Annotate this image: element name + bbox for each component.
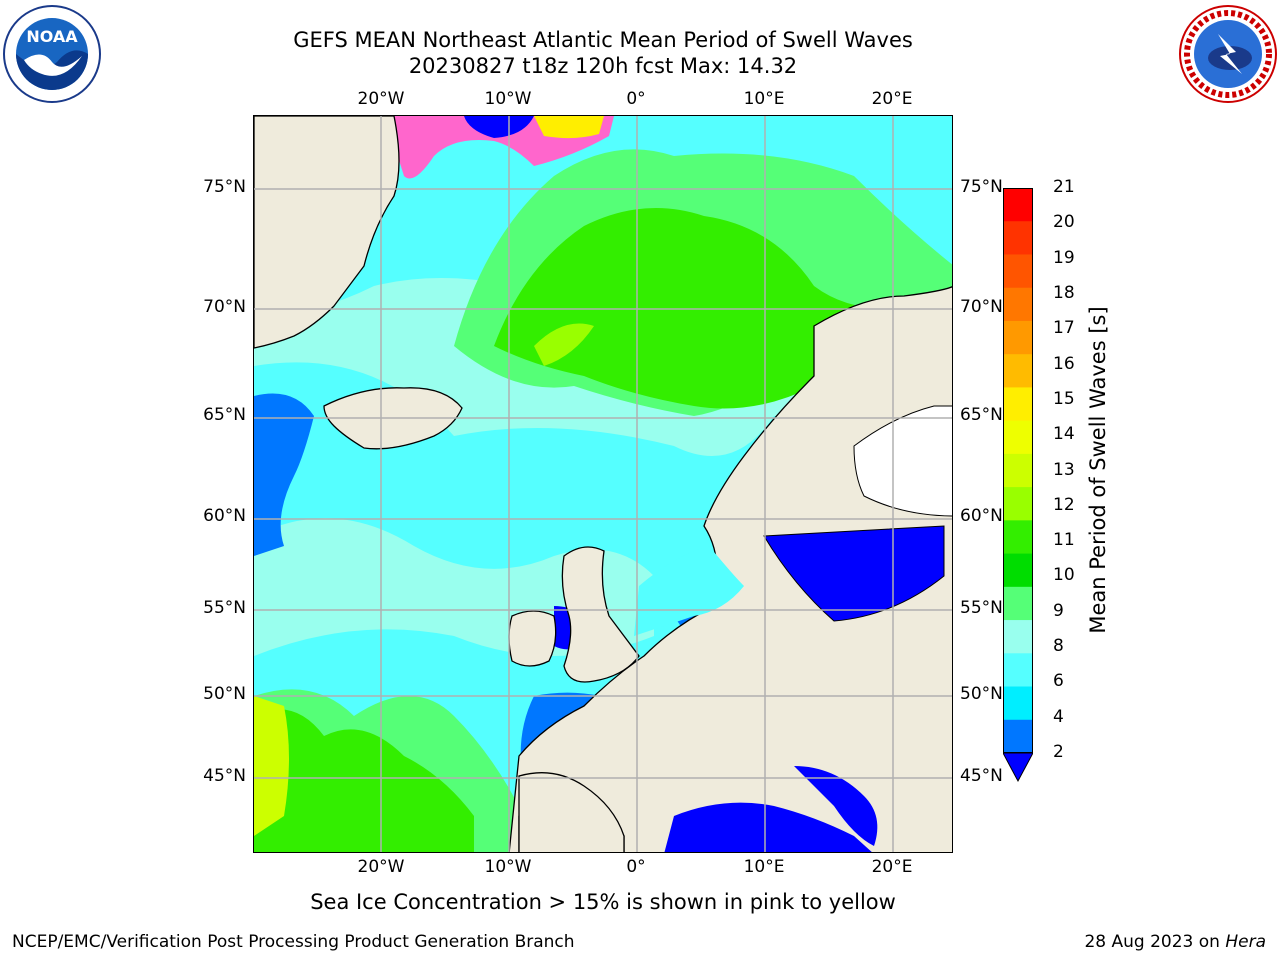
- north-sea: [634, 546, 744, 636]
- lat-label-right: 75°N: [960, 177, 1003, 197]
- land-greenland: [254, 116, 400, 349]
- colorbar-segment: [1003, 719, 1033, 754]
- colorbar-segment: [1003, 620, 1033, 654]
- swell-zone-2-4: [254, 393, 314, 556]
- colorbar-extend-arrow: [1003, 752, 1033, 783]
- colorbar: [1003, 188, 1033, 783]
- colorbar-tick-label: 6: [1053, 671, 1064, 692]
- lat-label-left: 70°N: [203, 297, 246, 317]
- lon-label-top: 10°E: [743, 89, 785, 109]
- lon-label-bottom: 10°E: [743, 857, 785, 877]
- lat-label-right: 65°N: [960, 405, 1003, 425]
- lon-label-top: 0°: [626, 89, 646, 109]
- colorbar-segment: [1003, 320, 1033, 355]
- colorbar-segment: [1003, 487, 1033, 521]
- colorbar-tick-label: 21: [1053, 177, 1075, 197]
- colorbar-segment: [1003, 354, 1033, 388]
- colorbar-tick-label: 19: [1053, 247, 1075, 268]
- colorbar-tick-label: 18: [1053, 282, 1075, 303]
- land-europe: [508, 286, 952, 852]
- colorbar-frame: [1003, 188, 1033, 753]
- colorbar-tick-label: 13: [1053, 459, 1075, 480]
- colorbar-segment: [1003, 387, 1033, 422]
- swell-zone-10-11: [254, 709, 474, 852]
- gulf-of-bothnia: [853, 405, 952, 517]
- sea-ice-note: Sea Ice Concentration > 15% is shown in …: [310, 890, 896, 914]
- colorbar-segment: [1003, 420, 1033, 455]
- land-iberia: [518, 772, 625, 852]
- baltic-sea: [763, 525, 945, 622]
- noaa-logo-icon: NOAA: [2, 4, 102, 104]
- land-great-britain: [561, 546, 640, 683]
- lat-label-left: 60°N: [203, 506, 246, 526]
- colorbar-segment: [1003, 254, 1033, 289]
- lat-label-left: 55°N: [203, 598, 246, 618]
- colorbar-tick-label: 9: [1053, 600, 1064, 621]
- colorbar-segment: [1003, 453, 1033, 488]
- colorbar-tick-label: 16: [1053, 353, 1075, 374]
- lat-label-right: 55°N: [960, 598, 1003, 618]
- graticule: [254, 116, 952, 852]
- adriatic: [794, 766, 878, 846]
- plot-title: GEFS MEAN Northeast Atlantic Mean Period…: [293, 28, 913, 52]
- lat-label-left: 45°N: [203, 766, 246, 786]
- colorbar-tick-label: 11: [1053, 530, 1075, 551]
- colorbar-tick-label: 15: [1053, 388, 1075, 409]
- lon-label-bottom: 20°W: [357, 857, 405, 877]
- credit-text: NCEP/EMC/Verification Post Processing Pr…: [12, 932, 575, 952]
- run-date: 28 Aug 2023 on Hera: [1084, 932, 1266, 952]
- swell-period-map: [253, 115, 953, 853]
- lat-label-left: 65°N: [203, 405, 246, 425]
- run-date-text: 28 Aug 2023 on: [1084, 932, 1226, 952]
- lat-label-right: 45°N: [960, 766, 1003, 786]
- lon-label-bottom: 20°E: [871, 857, 913, 877]
- lon-label-bottom: 10°W: [484, 857, 532, 877]
- colorbar-segment: [1003, 520, 1033, 555]
- swell-zone-11-12: [534, 323, 594, 366]
- plot-subtitle: 20230827 t18z 120h fcst Max: 14.32: [408, 54, 798, 78]
- lon-label-bottom: 0°: [626, 857, 646, 877]
- colorbar-segment: [1003, 188, 1033, 222]
- lon-label-top: 20°W: [357, 89, 405, 109]
- lat-label-right: 60°N: [960, 506, 1003, 526]
- noaa-logo-text: NOAA: [26, 27, 78, 46]
- colorbar-tick-label: 17: [1053, 318, 1075, 339]
- mediterranean: [664, 802, 872, 852]
- swell-zone-12-13: [254, 696, 289, 836]
- map-canvas: [254, 116, 952, 852]
- sea-ice-zone: [464, 116, 534, 138]
- colorbar-tick-label: 14: [1053, 424, 1075, 445]
- lat-label-left: 75°N: [203, 177, 246, 197]
- colorbar-segment: [1003, 287, 1033, 322]
- colorbar-tick-label: 4: [1053, 706, 1064, 727]
- colorbar-segment: [1003, 686, 1033, 721]
- nws-logo-icon: [1178, 4, 1278, 104]
- sea-ice-zone: [534, 116, 604, 139]
- lat-label-right: 50°N: [960, 684, 1003, 704]
- machine-name: Hera: [1225, 932, 1266, 952]
- colorbar-tick-label: 10: [1053, 565, 1075, 586]
- colorbar-tick-label: 8: [1053, 636, 1064, 657]
- colorbar-segment: [1003, 586, 1033, 621]
- colorbar-segment: [1003, 553, 1033, 588]
- lon-label-top: 10°W: [484, 89, 532, 109]
- colorbar-tick-label: 12: [1053, 494, 1075, 515]
- lat-label-right: 70°N: [960, 297, 1003, 317]
- colorbar-tick-label: 2: [1053, 742, 1064, 762]
- land-ireland: [508, 610, 557, 667]
- colorbar-segment: [1003, 653, 1033, 688]
- colorbar-segment: [1003, 221, 1033, 255]
- colorbar-label: Mean Period of Swell Waves [s]: [1086, 306, 1110, 634]
- lat-label-left: 50°N: [203, 684, 246, 704]
- colorbar-tick-label: 20: [1053, 212, 1075, 233]
- lon-label-top: 20°E: [871, 89, 913, 109]
